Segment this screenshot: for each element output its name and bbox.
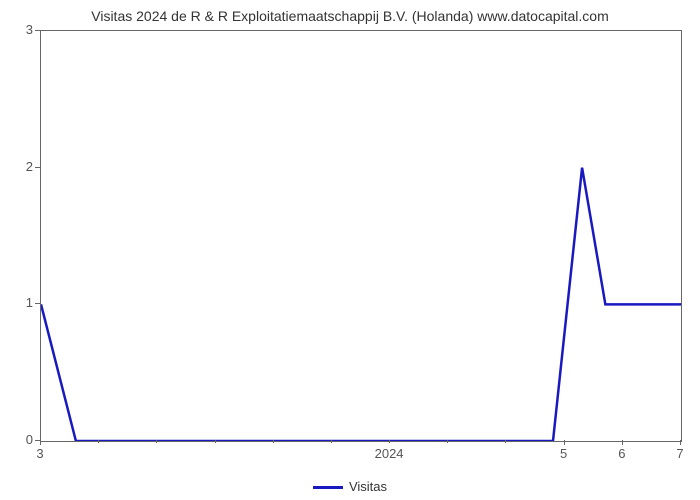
y-tick-label: 0	[8, 432, 33, 447]
x-tick-label: 5	[560, 446, 567, 461]
series-line	[41, 168, 681, 441]
x-tick	[564, 440, 565, 445]
x-tick	[680, 440, 681, 445]
x-tick-label: 7	[676, 446, 683, 461]
x-tick	[40, 440, 41, 445]
y-tick	[35, 303, 40, 304]
plot-area	[40, 30, 682, 442]
x-tick-label: 6	[618, 446, 625, 461]
legend-swatch	[313, 486, 343, 489]
legend: Visitas	[0, 479, 700, 494]
x-minor-tick	[331, 440, 332, 443]
x-minor-tick	[447, 440, 448, 443]
line-chart: Visitas 2024 de R & R Exploitatiemaatsch…	[0, 0, 700, 500]
y-tick-label: 3	[8, 22, 33, 37]
y-tick-label: 1	[8, 295, 33, 310]
chart-title: Visitas 2024 de R & R Exploitatiemaatsch…	[0, 8, 700, 24]
x-minor-tick	[215, 440, 216, 443]
chart-svg	[41, 31, 681, 441]
x-minor-tick	[156, 440, 157, 443]
x-tick-label: 3	[36, 446, 43, 461]
x-tick	[622, 440, 623, 445]
x-minor-tick	[505, 440, 506, 443]
y-tick	[35, 30, 40, 31]
y-tick-label: 2	[8, 159, 33, 174]
x-axis-label: 2024	[375, 446, 404, 461]
y-tick	[35, 167, 40, 168]
legend-label: Visitas	[349, 479, 387, 494]
x-minor-tick	[273, 440, 274, 443]
x-minor-tick	[98, 440, 99, 443]
x-minor-tick	[389, 440, 390, 443]
